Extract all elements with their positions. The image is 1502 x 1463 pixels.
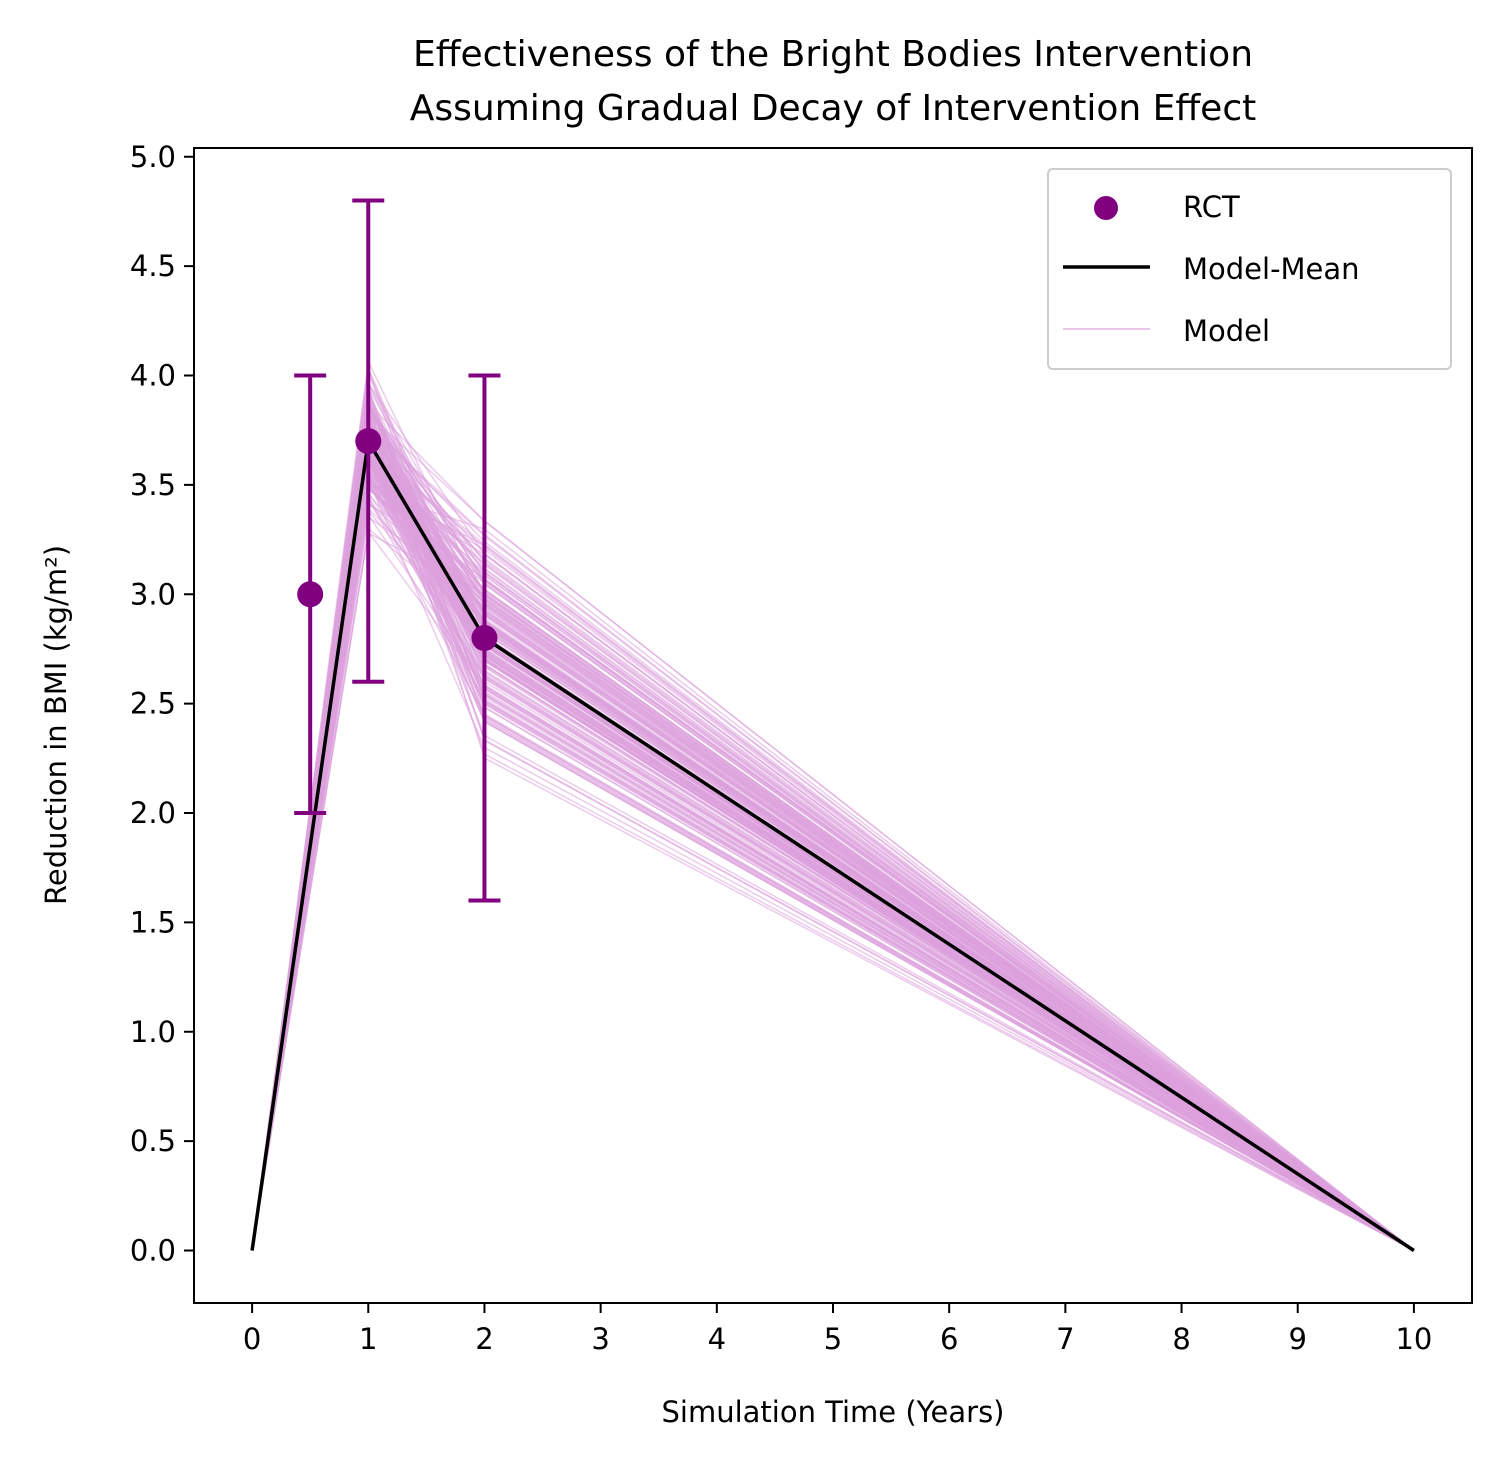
y-tick-label: 0.0 — [130, 1234, 176, 1268]
y-tick-label: 2.5 — [130, 687, 176, 721]
y-tick-label: 1.0 — [130, 1015, 176, 1049]
x-axis-label: Simulation Time (Years) — [661, 1395, 1004, 1429]
model-run-line — [251, 388, 1415, 1252]
x-tick-label: 8 — [1172, 1322, 1190, 1356]
legend-rct-marker — [1094, 196, 1118, 220]
y-tick-label: 4.5 — [130, 249, 176, 283]
chart-title-line-1: Effectiveness of the Bright Bodies Inter… — [413, 34, 1253, 75]
x-tick-label: 4 — [708, 1322, 726, 1356]
y-tick-label: 3.5 — [130, 468, 176, 502]
legend-rct-label: RCT — [1183, 190, 1240, 224]
y-tick-label: 3.0 — [130, 577, 176, 611]
x-axis: 0 1 2 3 4 5 6 7 8 9 10 — [243, 1303, 1432, 1356]
rct-point — [355, 428, 382, 455]
y-tick-label: 5.0 — [130, 140, 176, 174]
x-tick-label: 3 — [591, 1322, 609, 1356]
legend-model-mean-label: Model-Mean — [1183, 252, 1360, 286]
y-tick-label: 0.5 — [130, 1124, 176, 1158]
model-runs-group — [251, 358, 1415, 1252]
x-tick-label: 6 — [940, 1322, 958, 1356]
x-tick-label: 1 — [359, 1322, 377, 1356]
legend-model-label: Model — [1183, 314, 1270, 348]
y-tick-label: 2.0 — [130, 796, 176, 830]
rct-point — [297, 581, 324, 608]
rct-group — [294, 198, 501, 903]
model-run-line — [251, 403, 1415, 1252]
x-tick-label: 2 — [475, 1322, 493, 1356]
x-tick-label: 10 — [1395, 1322, 1432, 1356]
y-tick-label: 1.5 — [130, 905, 176, 939]
chart-title-line-2: Assuming Gradual Decay of Intervention E… — [410, 88, 1256, 129]
model-mean-group — [250, 435, 1415, 1252]
rct-point — [471, 625, 498, 651]
legend: RCT Model-Mean Model — [1047, 168, 1452, 370]
legend-box — [1047, 168, 1452, 370]
model-run-line — [251, 509, 1415, 1252]
model-run-line — [251, 527, 1415, 1252]
y-tick-label: 4.0 — [130, 359, 176, 393]
x-tick-label: 9 — [1289, 1322, 1307, 1356]
model-mean-line — [250, 435, 1415, 1252]
y-axis-label: Reduction in BMI (kg/m²) — [39, 545, 73, 905]
x-tick-label: 5 — [824, 1322, 842, 1356]
x-tick-label: 0 — [243, 1322, 261, 1356]
y-axis: 0.0 0.5 1.0 1.5 2.0 2.5 3.0 3.5 4.0 4.5 5.0 — [130, 140, 194, 1268]
x-tick-label: 7 — [1056, 1322, 1074, 1356]
